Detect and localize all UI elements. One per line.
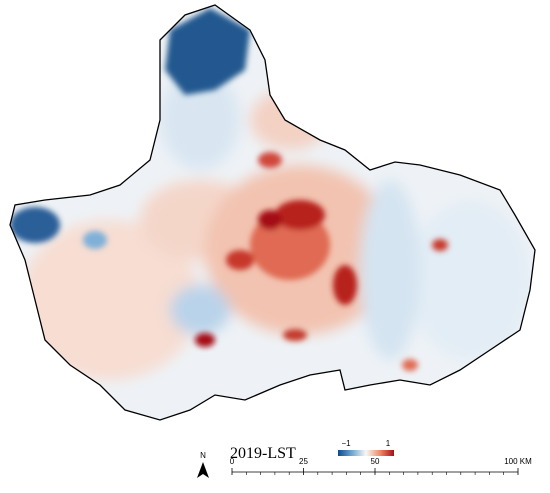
north-label: N	[200, 451, 206, 460]
scale-label: 25	[299, 457, 308, 466]
scale-bar: 0 25 50 100 KM	[230, 457, 532, 475]
north-arrow	[197, 462, 209, 478]
legend-colorbar	[338, 450, 394, 456]
scale-label: 50	[371, 457, 380, 466]
legend-min-label: −1	[341, 439, 351, 448]
legend-max-label: 1	[386, 439, 391, 448]
scale-label: 100 KM	[504, 457, 532, 466]
scale-label: 0	[230, 457, 235, 466]
map-title: 2019-LST	[230, 445, 296, 462]
